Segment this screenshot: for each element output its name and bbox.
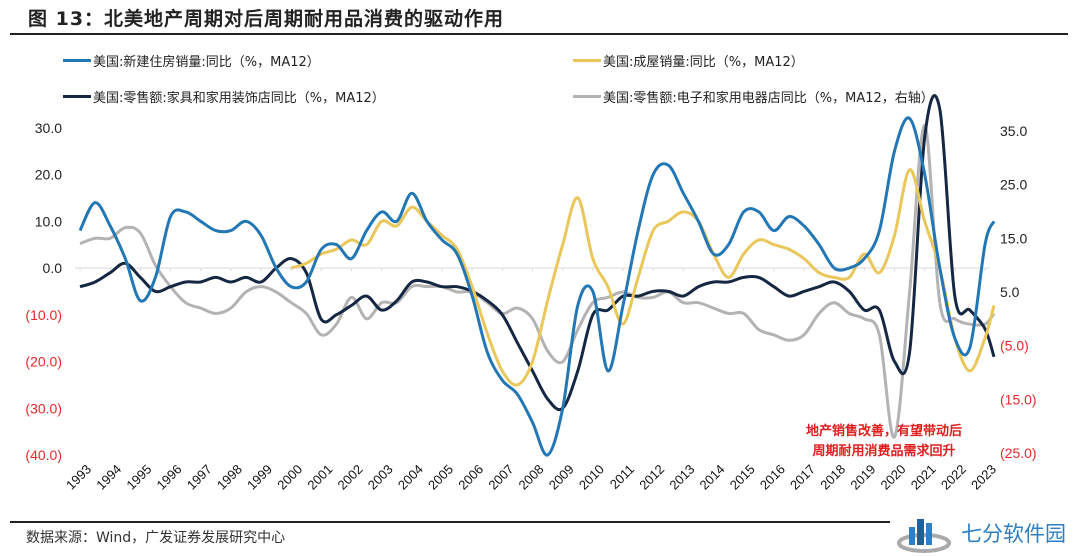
legend-swatch [573,59,601,62]
right-axis-tick-label: 35.0 [1000,123,1027,139]
x-tick-label: 2018 [817,462,848,493]
x-tick-label: 2017 [787,462,818,493]
legend-label: 美国:零售额:家具和家用装饰店同比（%，MA12） [93,91,385,106]
legend-item-electronics-retail: 美国:零售额:电子和家用电器店同比（%，MA12，右轴） [573,87,934,106]
x-axis: 1993 1994 1995 1996 1997 1998 1999 2000 2001 2002… [63,462,999,493]
x-tick-label: 2005 [425,462,456,493]
x-tick-label: 1998 [214,462,245,493]
series-lines [78,94,996,457]
watermark: 七分软件园 [897,513,1066,553]
legend-item-new-home-sales: 美国:新建住房销量:同比（%，MA12） [63,51,320,70]
x-tick-label: 2002 [335,462,366,493]
legend-swatch [573,95,601,98]
source-divider [10,521,890,523]
left-axis-tick-label: 10.0 [35,213,62,229]
legend-label: 美国:零售额:电子和家用电器店同比（%，MA12，右轴） [603,91,934,106]
x-tick-label: 2023 [968,462,999,493]
x-tick-label: 1997 [184,462,215,493]
x-tick-label: 1995 [123,462,154,493]
legend-swatch [63,59,91,62]
series-line-new-home-sales [78,116,996,457]
watermark-text: 七分软件园 [961,522,1066,546]
x-tick-label: 2021 [908,462,939,493]
figure-title: 图 13：北美地产周期对后周期耐用品消费的驱动作用 [28,8,505,30]
x-tick-label: 2022 [938,462,969,493]
zero-line-group [75,267,990,271]
legend-swatch [63,95,91,98]
x-tick-label: 1994 [93,462,124,493]
right-axis-tick-label: 15.0 [1000,230,1027,246]
right-axis-tick-label: (25.0) [1000,445,1037,461]
x-tick-label: 2010 [576,462,607,493]
right-axis-tick-label: (5.0) [1000,338,1029,354]
right-axis: 35.0 25.0 15.0 5.0 (5.0) (15.0) (25.0) [1000,123,1037,461]
x-tick-label: 2014 [697,462,728,493]
x-tick-label: 2006 [455,462,486,493]
right-axis-tick-label: (15.0) [1000,391,1037,407]
x-tick-label: 2013 [666,462,697,493]
right-axis-tick-label: 25.0 [1000,177,1027,193]
x-tick-label: 2008 [516,462,547,493]
x-tick-label: 1993 [63,462,94,493]
legend-item-existing-home-sales: 美国:成屋销量:同比（%，MA12） [573,51,804,70]
legend-item-furniture-retail: 美国:零售额:家具和家用装饰店同比（%，MA12） [63,87,385,106]
left-axis-tick-label: (30.0) [25,400,62,416]
watermark-logo-icon [897,519,951,553]
annotation-line-2: 周期耐用消费品需求回升 [812,444,956,459]
left-axis-tick-label: 30.0 [35,120,62,136]
x-tick-label: 2009 [546,462,577,493]
left-axis-tick-label: 20.0 [35,167,62,183]
series-line-existing-home-sales [290,168,996,387]
x-tick-label: 2011 [607,462,637,492]
x-tick-label: 2004 [395,462,426,493]
left-axis: 30.0 20.0 10.0 0.0 (10.0) (20.0) (30.0) (40.0) [25,120,62,463]
left-axis-tick-label: (20.0) [25,354,62,370]
series-line-furniture-retail [79,94,996,412]
series-line-electronics-retail [79,124,996,439]
x-tick-label: 2019 [847,462,878,493]
x-tick-label: 2000 [274,462,305,493]
legend-label: 美国:成屋销量:同比（%，MA12） [603,55,804,70]
title-divider [10,33,1068,35]
left-axis-tick-label: 0.0 [43,260,63,276]
x-tick-label: 2015 [727,462,758,493]
data-source: 数据来源：Wind，广发证券发展研究中心 [26,530,286,546]
right-axis-tick-label: 5.0 [1000,284,1020,300]
x-tick-label: 2003 [365,462,396,493]
x-tick-label: 2020 [878,462,909,493]
x-tick-label: 2001 [304,462,335,493]
x-tick-label: 1999 [244,462,275,493]
chart-annotation: 地产销售改善，有望带动后 周期耐用消费品需求回升 [784,422,984,462]
left-axis-tick-label: (10.0) [25,307,62,323]
x-tick-label: 2016 [757,462,788,493]
x-tick-label: 2007 [485,462,516,493]
x-tick-label: 1996 [154,462,185,493]
annotation-line-1: 地产销售改善，有望带动后 [805,424,962,439]
left-axis-tick-label: (40.0) [25,447,62,463]
legend-label: 美国:新建住房销量:同比（%，MA12） [93,55,320,70]
x-tick-label: 2012 [636,462,667,493]
